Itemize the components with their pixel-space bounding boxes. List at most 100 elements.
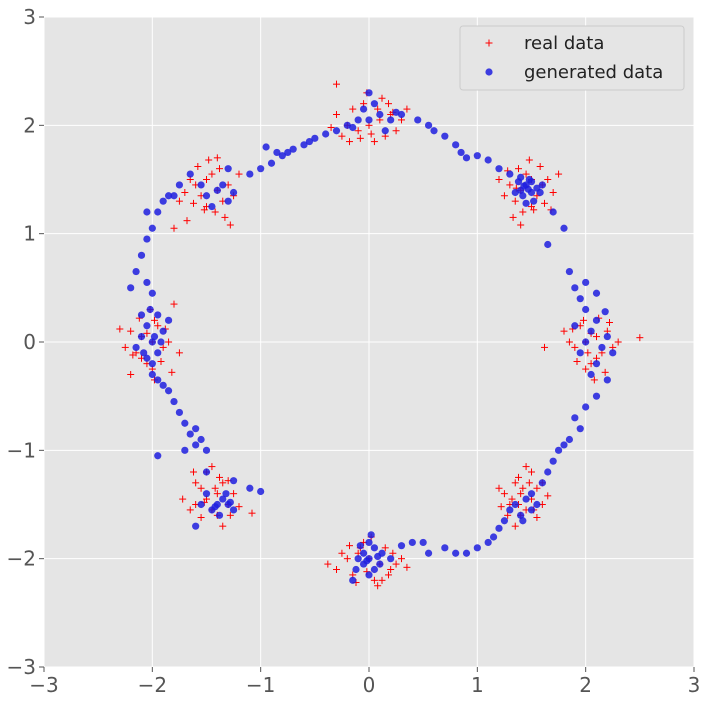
- generated-data-point: [154, 311, 162, 319]
- real-data-point: [389, 549, 397, 557]
- real-data-point: [536, 163, 544, 170]
- real-data-point: [614, 338, 622, 346]
- generated-data-point: [229, 477, 238, 485]
- real-data-point: [582, 365, 590, 373]
- real-data-point: [197, 484, 205, 492]
- generated-data-point: [520, 182, 528, 190]
- generated-data-point: [159, 197, 167, 205]
- legend-label-generated: generated data: [524, 62, 663, 83]
- generated-data-point: [538, 479, 546, 487]
- generated-data-point: [143, 354, 151, 362]
- y-tick-label: −1: [7, 438, 36, 462]
- generated-data-point: [522, 199, 530, 207]
- generated-data-point: [587, 327, 595, 335]
- y-tick-label: 1: [23, 222, 36, 246]
- generated-data-point: [143, 208, 151, 216]
- real-data-point: [203, 176, 210, 183]
- real-data-point: [157, 358, 165, 365]
- generated-data-point: [349, 123, 357, 132]
- real-data-point: [508, 495, 516, 503]
- real-data-point: [219, 479, 227, 487]
- generated-data-point: [257, 487, 265, 496]
- generated-data-point: [170, 397, 178, 406]
- generated-data-point: [159, 381, 167, 389]
- real-data-point: [121, 343, 129, 351]
- real-data-point: [116, 325, 124, 333]
- x-tick-label: 1: [471, 673, 484, 697]
- generated-data-point: [452, 549, 460, 557]
- generated-data-point: [202, 490, 211, 498]
- generated-data-point: [554, 446, 563, 454]
- real-data-point: [374, 582, 382, 590]
- real-data-point: [370, 138, 378, 146]
- generated-data-point: [143, 322, 151, 330]
- generated-data-point: [322, 130, 330, 138]
- generated-data-point: [222, 490, 230, 498]
- generated-data-point: [582, 278, 590, 287]
- generated-data-point: [387, 555, 395, 563]
- generated-data-point: [544, 240, 552, 249]
- generated-data-point: [530, 197, 538, 205]
- generated-data-point: [170, 192, 178, 200]
- real-data-point: [194, 163, 202, 170]
- real-data-point: [533, 514, 541, 521]
- real-data-point: [522, 170, 530, 178]
- generated-data-point: [148, 370, 156, 379]
- real-data-point: [522, 463, 530, 471]
- generated-data-point: [365, 571, 373, 579]
- generated-data-point: [582, 338, 590, 346]
- real-data-point: [517, 221, 525, 229]
- legend-circle-icon: [485, 68, 493, 76]
- generated-data-point: [397, 110, 406, 119]
- real-data-point: [584, 349, 592, 357]
- generated-data-point: [267, 159, 276, 167]
- generated-data-point: [365, 538, 373, 547]
- real-data-point: [504, 511, 512, 519]
- generated-data-point: [489, 533, 498, 541]
- generated-data-point: [159, 327, 167, 335]
- generated-data-point: [148, 338, 156, 346]
- real-data-point: [129, 351, 137, 359]
- real-data-point: [385, 571, 392, 579]
- real-data-point: [226, 511, 234, 519]
- real-data-point: [338, 132, 346, 140]
- generated-data-point: [544, 468, 552, 476]
- real-data-point: [170, 300, 178, 308]
- real-data-point: [216, 165, 223, 173]
- real-data-point: [338, 549, 346, 557]
- real-data-point: [525, 156, 533, 164]
- real-data-point: [403, 563, 411, 571]
- generated-data-point: [387, 116, 395, 124]
- generated-data-point: [370, 100, 379, 108]
- real-data-point: [190, 199, 197, 207]
- real-data-point: [197, 514, 205, 521]
- generated-data-point: [332, 127, 341, 135]
- x-tick-label: −3: [29, 673, 58, 697]
- real-data-point: [349, 105, 357, 113]
- generated-data-point: [359, 560, 368, 568]
- generated-data-point: [289, 145, 297, 153]
- generated-data-point: [511, 500, 519, 509]
- generated-data-point: [140, 349, 148, 357]
- real-data-point: [356, 134, 364, 142]
- real-data-point: [541, 343, 548, 351]
- real-data-point: [127, 327, 135, 335]
- generated-data-point: [511, 188, 519, 197]
- generated-data-point: [186, 430, 194, 438]
- real-data-point: [186, 506, 194, 514]
- generated-data-point: [127, 284, 135, 292]
- x-tick-label: 3: [688, 673, 701, 697]
- axis-ticks: −3 −2 −1 0 1 2 3 −3 −2 −1 0 1 2 3: [7, 5, 701, 697]
- real-data-point: [208, 170, 216, 178]
- real-data-point: [181, 189, 189, 196]
- generated-data-point: [601, 308, 609, 316]
- generated-data-point: [484, 538, 492, 547]
- real-data-point: [495, 176, 503, 183]
- real-data-point: [580, 316, 587, 324]
- real-data-point: [601, 368, 609, 376]
- generated-data-point: [202, 468, 211, 476]
- real-data-point: [530, 206, 538, 214]
- x-tick-label: 0: [363, 673, 376, 697]
- real-data-point: [192, 479, 200, 487]
- generated-data-point: [311, 134, 319, 142]
